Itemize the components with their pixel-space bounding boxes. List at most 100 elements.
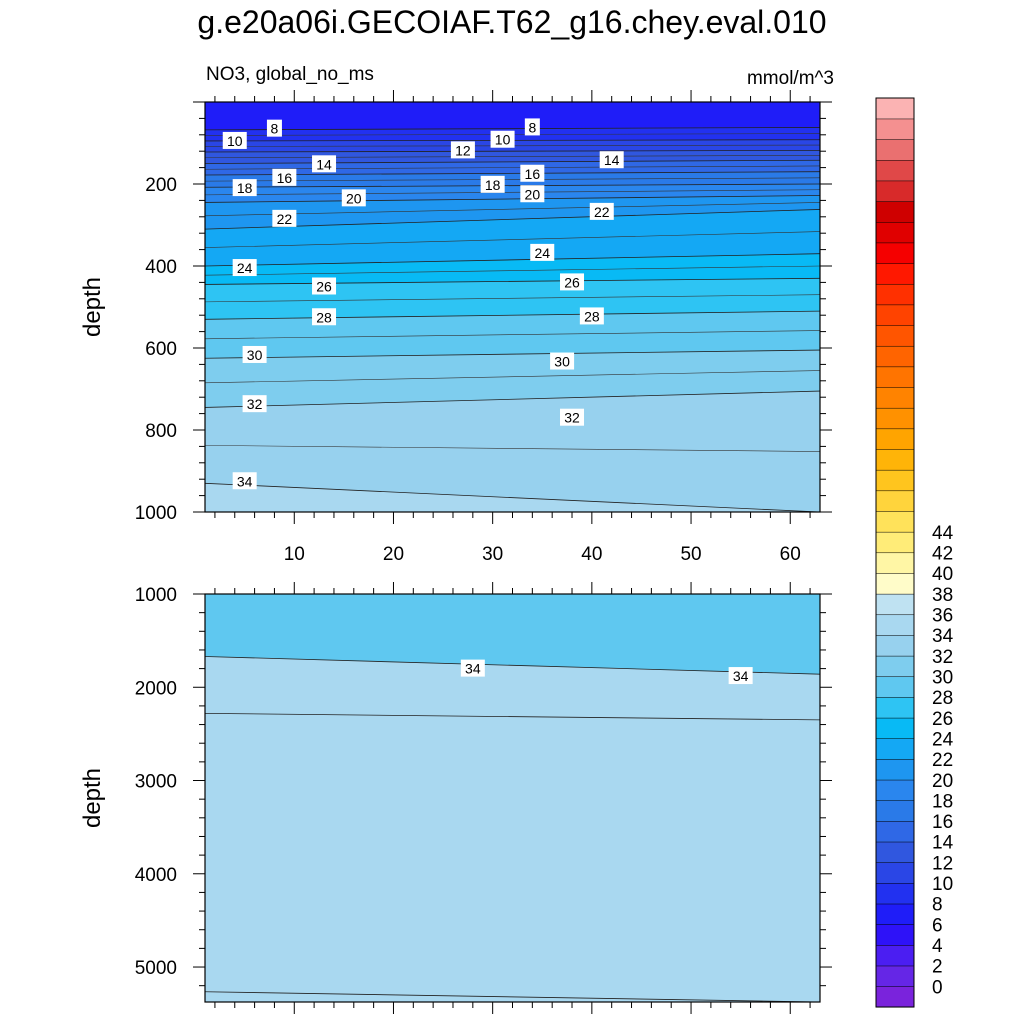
upper-contour-line-18 bbox=[205, 183, 820, 188]
contour-label: 24 bbox=[237, 260, 253, 276]
x-tick-label: 50 bbox=[680, 544, 701, 565]
contour-label-box bbox=[242, 395, 267, 413]
colorbar-label: 30 bbox=[932, 667, 953, 688]
colorbar-label: 0 bbox=[932, 977, 943, 998]
contour-label: 10 bbox=[495, 132, 511, 148]
upper-contour-line-22 bbox=[205, 209, 820, 230]
contour-label: 8 bbox=[528, 119, 536, 135]
colorbar-swatch bbox=[875, 469, 915, 492]
contour-label-box bbox=[312, 277, 337, 295]
colorbar-label: 42 bbox=[932, 544, 953, 565]
upper-contour-line-24 bbox=[205, 253, 820, 267]
contour-label: 18 bbox=[237, 180, 253, 196]
contour-label: 34 bbox=[465, 661, 481, 677]
contour-label: 10 bbox=[227, 133, 243, 149]
x-tick-label: 40 bbox=[581, 544, 602, 565]
contour-label-box bbox=[242, 345, 267, 363]
contour-label-box bbox=[550, 352, 575, 370]
colorbar-label: 18 bbox=[932, 791, 953, 812]
upper-contour-line-23 bbox=[205, 231, 820, 248]
contour-label: 12 bbox=[455, 142, 471, 158]
colorbar-swatch bbox=[875, 758, 915, 781]
colorbar-label: 20 bbox=[932, 771, 953, 792]
contour-label-box bbox=[589, 202, 614, 220]
colorbar-label: 28 bbox=[932, 688, 953, 709]
colorbar-swatch bbox=[875, 655, 915, 678]
colorbar-swatch bbox=[875, 634, 915, 657]
upper-contour-line-29 bbox=[205, 330, 820, 340]
lower-contour-line-30 bbox=[205, 991, 820, 1002]
colorbar-swatch bbox=[875, 903, 915, 925]
lower-filled-contours bbox=[205, 594, 820, 1002]
upper-contour-line-12 bbox=[205, 149, 820, 153]
colorbar-label: 14 bbox=[932, 833, 954, 854]
colorbar-label: 40 bbox=[932, 564, 953, 585]
upper-subband-29 bbox=[205, 330, 820, 359]
upper-contour-line-8 bbox=[205, 127, 820, 131]
colorbar-label: 8 bbox=[932, 895, 943, 916]
contour-label-box bbox=[599, 151, 624, 169]
upper-contour-line-21 bbox=[205, 202, 820, 217]
colorbar-swatch bbox=[875, 221, 915, 244]
contour-label: 30 bbox=[247, 347, 263, 363]
colorbar-label: 34 bbox=[932, 626, 954, 647]
colorbar-label: 36 bbox=[932, 605, 953, 626]
colorbar-swatch bbox=[875, 924, 915, 946]
contour-label: 14 bbox=[604, 152, 620, 168]
colorbar: 0246810121416182022242628303234363840424… bbox=[875, 97, 954, 1008]
contour-label-box bbox=[312, 308, 337, 326]
contour-label: 18 bbox=[485, 177, 501, 193]
contour-label-box bbox=[728, 667, 753, 685]
upper-filled-contours bbox=[205, 102, 820, 512]
contour-label: 28 bbox=[584, 308, 600, 324]
contour-label: 34 bbox=[733, 668, 749, 684]
colorbar-swatch bbox=[875, 283, 915, 306]
contour-label-box bbox=[266, 119, 282, 137]
colorbar-swatch bbox=[875, 139, 915, 161]
upper-subband-33 bbox=[205, 445, 820, 512]
contour-label: 16 bbox=[277, 170, 293, 186]
colorbar-swatch bbox=[875, 800, 915, 822]
contour-label-box bbox=[560, 408, 585, 426]
colorbar-label: 38 bbox=[932, 585, 953, 606]
colorbar-swatch bbox=[875, 717, 915, 739]
upper-contour-line-31 bbox=[205, 370, 820, 384]
colorbar-label: 2 bbox=[932, 957, 943, 978]
colorbar-swatch bbox=[875, 304, 915, 326]
upper-contour-line-28 bbox=[205, 310, 820, 320]
upper-contour-line-30 bbox=[205, 349, 820, 359]
colorbar-swatch bbox=[875, 510, 915, 533]
colorbar-swatch bbox=[875, 944, 915, 967]
upper-contour-line-32 bbox=[205, 390, 820, 408]
contour-label: 20 bbox=[346, 190, 362, 206]
colorbar-label: 10 bbox=[932, 874, 953, 895]
upper-contour-line-17 bbox=[205, 177, 820, 182]
upper-subband-11 bbox=[205, 145, 820, 153]
colorbar-swatch bbox=[875, 159, 915, 182]
contour-label: 28 bbox=[316, 309, 332, 325]
y-tick-label: 1000 bbox=[135, 503, 177, 524]
contour-label-box bbox=[272, 209, 297, 227]
lower-contour-line-34 bbox=[205, 656, 820, 675]
contour-label: 20 bbox=[525, 186, 541, 202]
colorbar-swatch bbox=[875, 572, 915, 595]
contour-label: 32 bbox=[247, 396, 263, 412]
upper-contour-line-26 bbox=[205, 277, 820, 285]
colorbar-swatch bbox=[875, 820, 915, 843]
colorbar-swatch bbox=[875, 97, 915, 120]
colorbar-swatch bbox=[875, 448, 915, 471]
upper-subband-15 bbox=[205, 165, 820, 175]
contour-label: 14 bbox=[316, 156, 332, 172]
colorbar-swatch bbox=[875, 738, 915, 760]
colorbar-label: 12 bbox=[932, 853, 953, 874]
colorbar-swatch bbox=[875, 242, 915, 264]
upper-contour-line-15 bbox=[205, 165, 820, 170]
x-tick-label: 10 bbox=[284, 544, 305, 565]
colorbar-label: 22 bbox=[932, 750, 953, 771]
colorbar-swatch bbox=[875, 490, 915, 512]
colorbar-swatch bbox=[875, 593, 915, 616]
y-tick-label: 5000 bbox=[135, 958, 177, 979]
colorbar-swatch bbox=[875, 201, 915, 223]
x-tick-label: 20 bbox=[383, 544, 404, 565]
